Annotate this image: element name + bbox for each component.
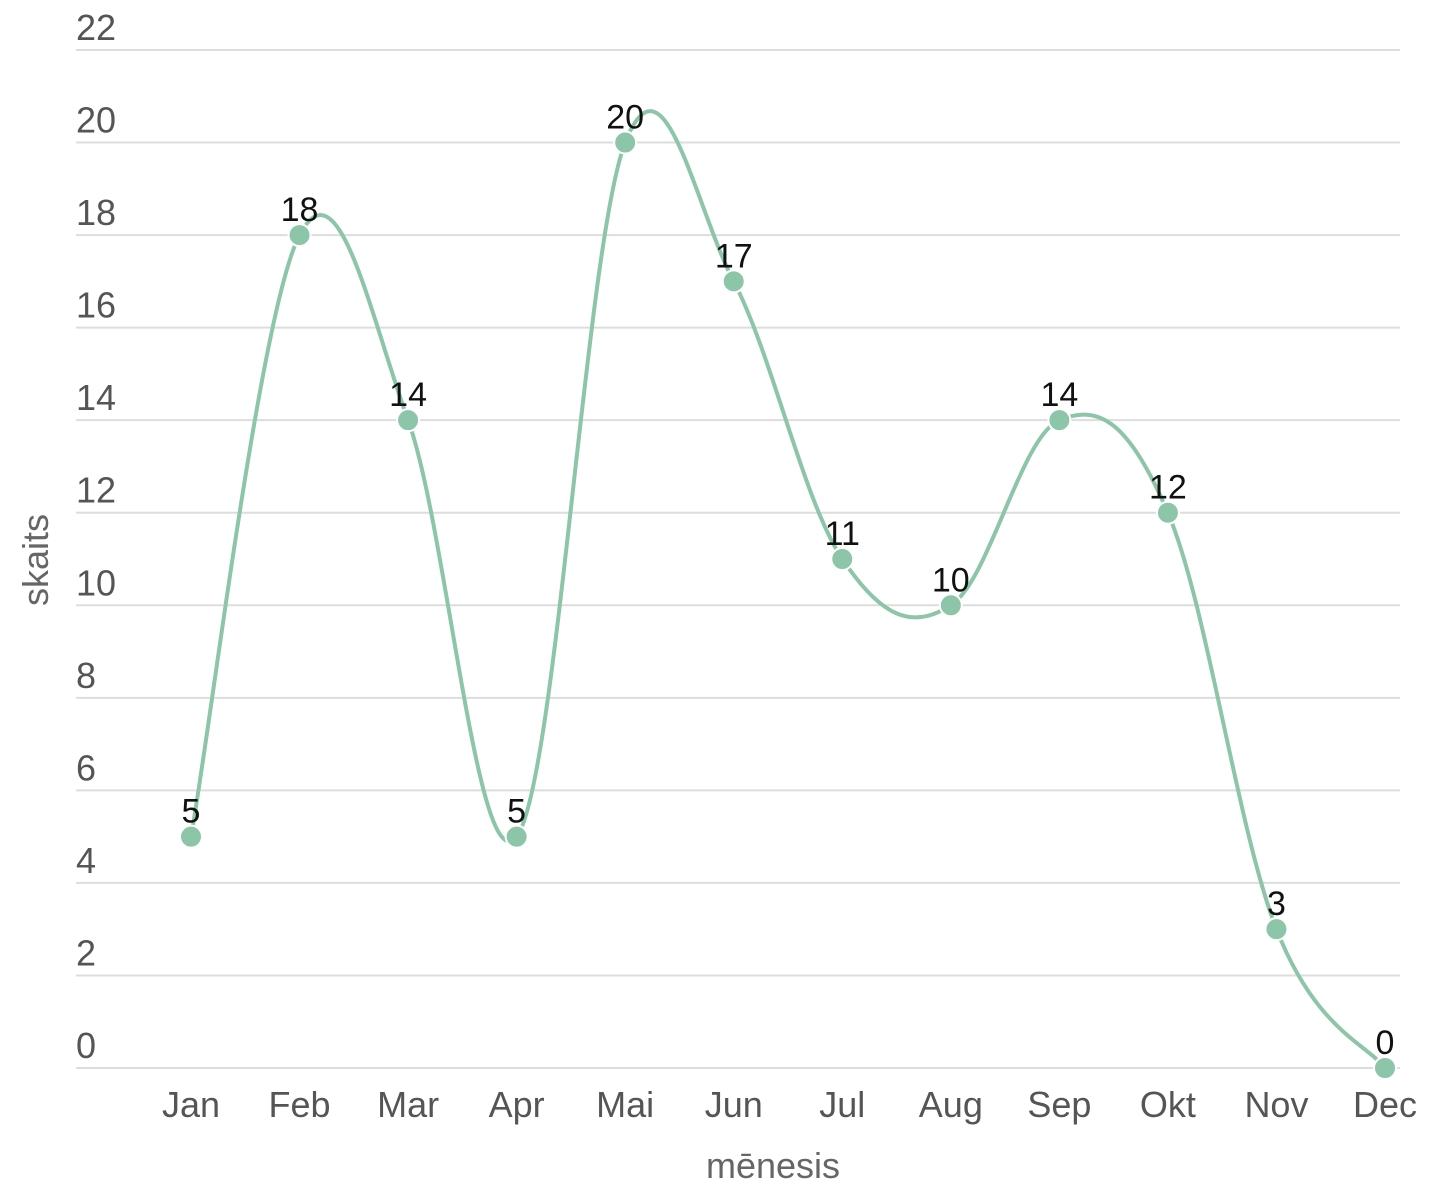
data-point [613,130,638,155]
gridlines [76,49,1400,1069]
x-tick-label: Jun [705,1084,763,1125]
x-tick-label: Apr [489,1084,545,1125]
data-point [396,408,421,433]
y-tick-label: 10 [76,562,116,603]
x-tick-label: Feb [269,1084,331,1125]
y-tick-label: 18 [76,192,116,233]
series-line [189,109,1387,1070]
data-label: 11 [825,515,860,553]
data-label: 5 [507,793,526,831]
x-tick-label: Mar [377,1084,439,1125]
y-tick-label: 20 [76,100,116,141]
data-point [938,593,963,618]
x-axis-title: mēnesis [706,1145,840,1186]
data-label: 10 [932,561,970,599]
y-tick-label: 12 [76,470,116,511]
y-axis-ticks: 0 2 4 6 8 10 12 14 16 18 20 22 [76,7,116,1066]
data-label: 12 [1149,469,1187,507]
x-tick-label: Nov [1244,1084,1308,1125]
x-tick-label: Jan [162,1084,220,1125]
data-label: 0 [1376,1024,1395,1062]
y-tick-label: 4 [76,840,96,881]
x-tick-label: Jul [819,1084,865,1125]
x-tick-label: Mai [596,1084,654,1125]
data-label: 3 [1267,885,1286,923]
x-tick-label: Sep [1027,1084,1091,1125]
data-point [830,547,855,571]
data-point [504,824,529,849]
data-point [1047,408,1072,433]
y-axis-title: skaits [15,514,56,606]
y-tick-label: 2 [76,932,96,973]
x-tick-label: Okt [1140,1084,1196,1125]
x-tick-label: Aug [919,1084,983,1125]
data-label: 14 [1040,376,1078,414]
x-axis-ticks: Jan Feb Mar Apr Mai Jun Jul Aug Sep Okt Nov Dec [162,1084,1417,1125]
data-point [179,824,203,849]
y-tick-label: 16 [76,285,116,326]
data-label: 20 [606,99,644,137]
x-tick-label: Dec [1353,1084,1417,1125]
data-points [179,130,1397,1080]
y-tick-label: 22 [76,7,116,48]
data-point [1373,1056,1397,1080]
y-tick-label: 6 [76,747,96,788]
data-label: 17 [715,237,753,275]
y-tick-label: 0 [76,1025,96,1066]
data-label: 18 [281,191,319,229]
data-point [1264,917,1289,942]
data-labels: 5 18 14 5 20 17 11 10 14 12 3 0 [182,99,1395,1062]
y-tick-label: 8 [76,655,96,696]
data-point [721,269,746,294]
data-label: 5 [182,793,201,831]
y-tick-label: 14 [76,377,116,418]
data-point [287,223,312,248]
data-label: 14 [389,376,427,414]
data-point [1155,500,1180,525]
